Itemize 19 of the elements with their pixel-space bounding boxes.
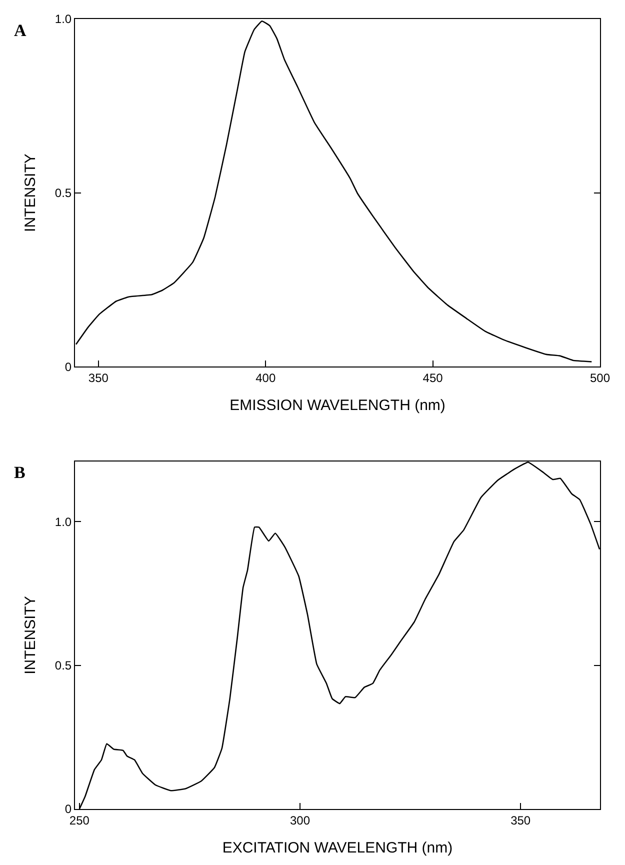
x-axis-title: EXCITATION WAVELENGTH (nm): [222, 839, 453, 856]
chart-title: A: [14, 21, 27, 40]
y-tick-label: 0.5: [54, 658, 72, 673]
y-tick-label: 0: [64, 802, 72, 816]
y-axis-title: INTENSITY: [22, 154, 40, 232]
x-axis-title: EMISSION WAVELENGTH (nm): [230, 397, 446, 414]
y-tick-label: 0: [64, 360, 72, 374]
x-tick-label: 500: [590, 371, 610, 385]
x-tick-label: 400: [256, 371, 276, 385]
x-tick-label: 350: [88, 371, 109, 385]
x-tick-label: 450: [422, 371, 444, 385]
x-tick-label: 300: [290, 813, 310, 828]
y-axis-title: INTENSITY: [22, 596, 40, 674]
chart-title: B: [14, 463, 26, 482]
y-tick-label: 0.5: [54, 186, 72, 200]
x-tick-label: 350: [510, 813, 531, 828]
x-tick-label: 250: [69, 813, 90, 828]
y-tick-label: 1.0: [54, 514, 72, 529]
y-tick-label: 1.0: [54, 12, 72, 26]
